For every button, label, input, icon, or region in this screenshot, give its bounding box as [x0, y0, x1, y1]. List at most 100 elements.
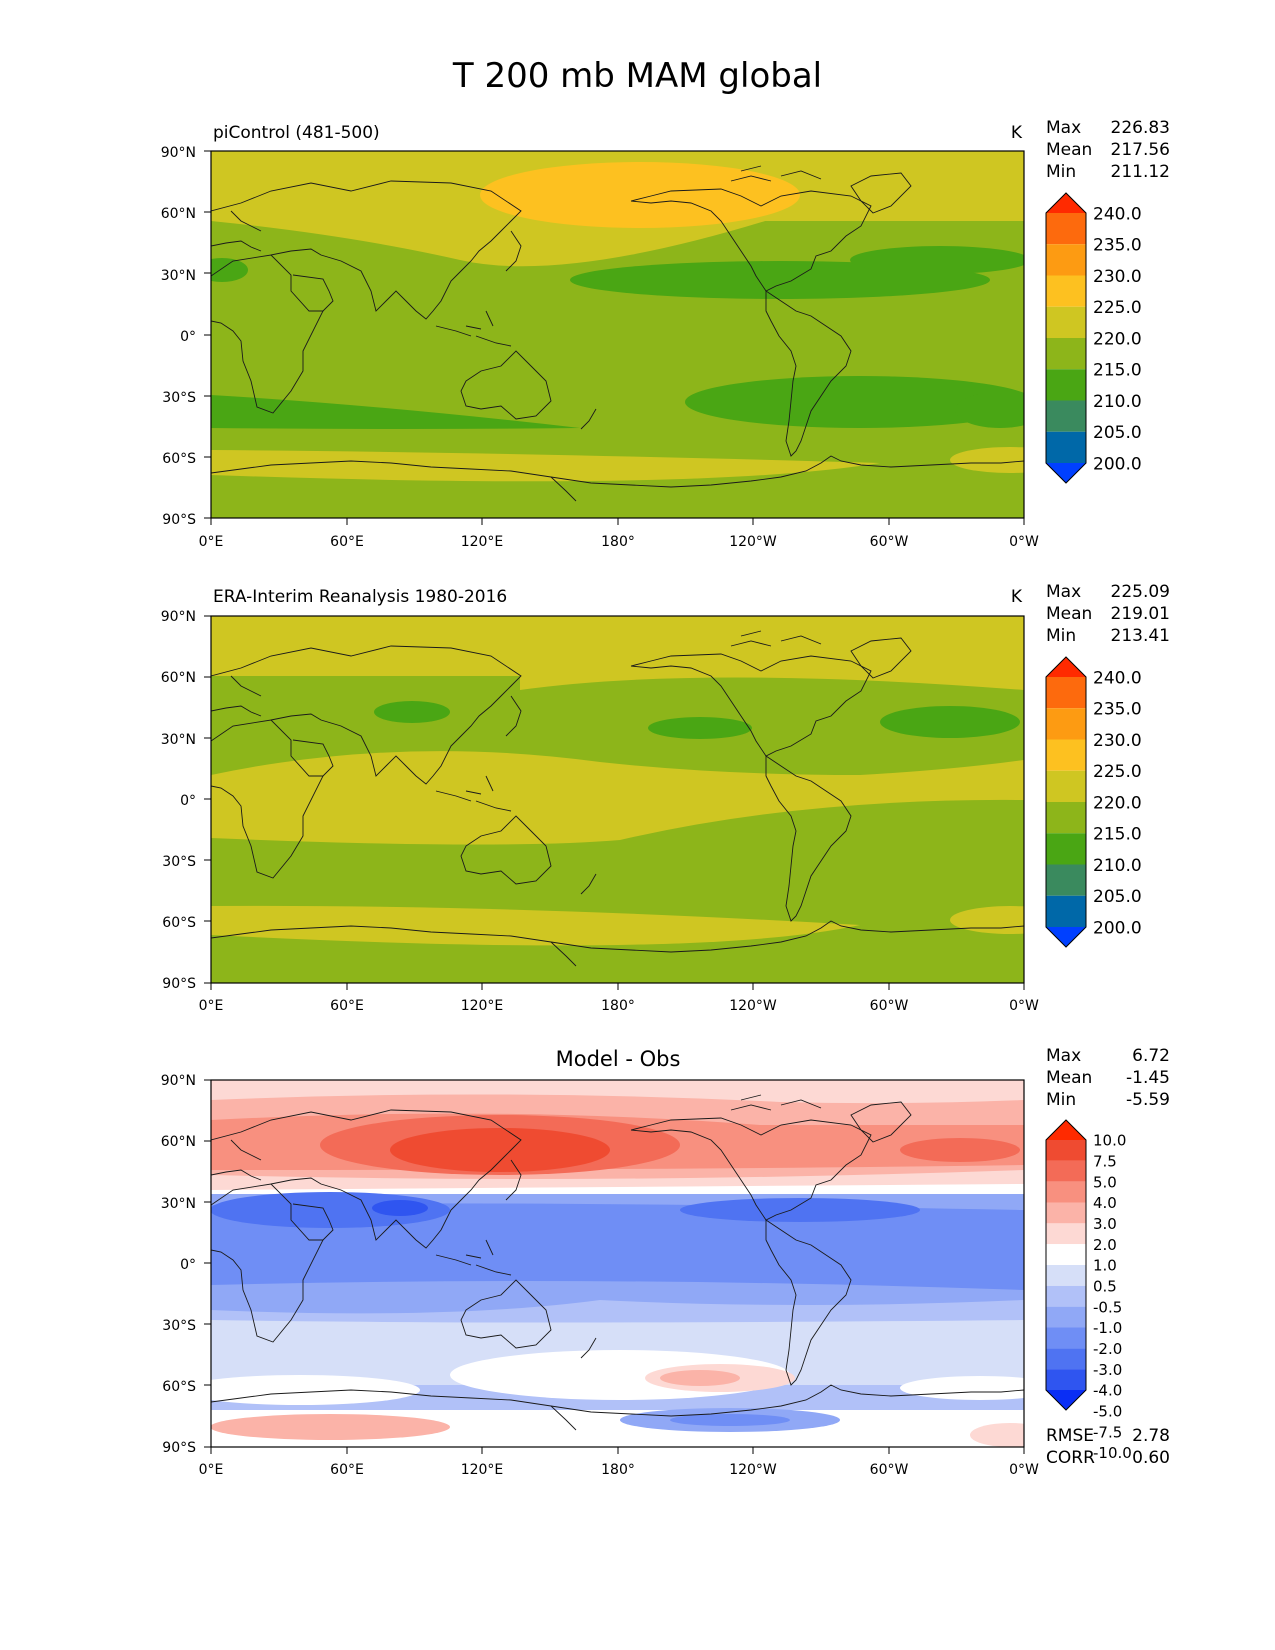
- stat-mean-label: Mean: [1046, 140, 1092, 160]
- panel-3-x-ticks: 0°E 60°E 120°E 180° 120°W 60°W 0°W: [199, 1462, 1039, 1478]
- rmse-value: 2.78: [1132, 1426, 1170, 1446]
- y-tick: 60°N: [161, 670, 196, 686]
- y-tick: 0°: [180, 793, 196, 809]
- x-tick: 120°E: [461, 998, 504, 1014]
- colorbar-swatch: [1046, 400, 1086, 432]
- panel-1-title: piControl (481-500): [213, 123, 380, 143]
- y-tick: 60°N: [161, 206, 196, 222]
- colorbar-label: 200.0: [1093, 454, 1142, 474]
- y-tick: 90°N: [161, 145, 196, 161]
- x-tick: 60°W: [870, 998, 909, 1014]
- y-tick: 30°S: [162, 1318, 196, 1334]
- colorbar-label: 230.0: [1093, 731, 1142, 751]
- stat-max-label: Max: [1046, 1046, 1081, 1066]
- colorbar-label: 225.0: [1093, 762, 1142, 782]
- colorbar-label: 210.0: [1093, 856, 1142, 876]
- y-tick: 0°: [180, 329, 196, 345]
- stat-max-value: 225.09: [1111, 582, 1170, 602]
- colorbar-label: 225.0: [1093, 298, 1142, 318]
- colorbar-outline: [1045, 1119, 1087, 1411]
- colorbar-label: 210.0: [1093, 392, 1142, 412]
- y-tick: 30°S: [162, 854, 196, 870]
- colorbar-label: 215.0: [1093, 825, 1142, 845]
- stat-mean-value: 219.01: [1111, 604, 1170, 624]
- colorbar-label: 2.0: [1093, 1236, 1117, 1254]
- colorbar-swatch: [1046, 1327, 1086, 1349]
- stat-max-value: 6.72: [1132, 1046, 1170, 1066]
- x-tick: 60°W: [870, 534, 909, 550]
- x-tick: 0°W: [1009, 534, 1039, 550]
- stat-mean-value: 217.56: [1111, 140, 1170, 160]
- colorbar-label: 1.0: [1093, 1257, 1117, 1275]
- x-tick: 0°E: [199, 1462, 224, 1478]
- colorbar-swatch: [1046, 369, 1086, 401]
- colorbar-swatch: [1046, 1202, 1086, 1224]
- x-tick: 120°E: [461, 534, 504, 550]
- corr-value: 0.60: [1132, 1448, 1170, 1468]
- colorbar-swatch: [1046, 244, 1086, 276]
- panel-2: ERA-Interim Reanalysis 1980-2016 K 90°N …: [161, 582, 1170, 1014]
- stat-max-label: Max: [1046, 582, 1081, 602]
- stat-max-value: 226.83: [1111, 118, 1170, 138]
- colorbar-swatch: [1046, 895, 1086, 927]
- panel-1-units: K: [1011, 123, 1023, 143]
- stat-mean-label: Mean: [1046, 1068, 1092, 1088]
- colorbar-swatch: [1046, 1265, 1086, 1286]
- stat-min-label: Min: [1046, 626, 1076, 646]
- colorbar-label: 7.5: [1093, 1153, 1117, 1171]
- y-tick: 60°S: [162, 1379, 196, 1395]
- colorbar-label: 200.0: [1093, 918, 1142, 938]
- colorbar-label: 0.5: [1093, 1278, 1117, 1296]
- panel-2-y-ticks: 90°N 60°N 30°N 0° 30°S 60°S 90°S: [161, 609, 196, 992]
- stat-min-value: 211.12: [1111, 162, 1170, 182]
- colorbar-label: 5.0: [1093, 1173, 1117, 1191]
- x-tick: 60°E: [330, 1462, 364, 1478]
- stat-min-label: Min: [1046, 1090, 1076, 1110]
- colorbar-label: 220.0: [1093, 329, 1142, 349]
- panel-3-colorbar: 10.0 7.5 5.0 4.0 3.0 2.0 1.0 0.5 -0.5 -1.0 -2.0 -3.…: [1045, 1119, 1132, 1462]
- y-tick: 30°N: [161, 1196, 196, 1212]
- panel-3-title: Model - Obs: [556, 1047, 681, 1071]
- colorbar-outline: [1045, 192, 1087, 484]
- colorbar-swatch: [1046, 1369, 1086, 1390]
- x-tick: 120°W: [729, 998, 777, 1014]
- panel-1-x-ticks: 0°E 60°E 120°E 180° 120°W 60°W 0°W: [199, 534, 1039, 550]
- panel-3-metrics: RMSE 2.78 CORR 0.60: [1046, 1426, 1170, 1468]
- colorbar-swatch: [1046, 1120, 1086, 1140]
- y-tick: 60°S: [162, 451, 196, 467]
- colorbar-swatch: [1046, 1181, 1086, 1203]
- x-tick: 0°E: [199, 534, 224, 550]
- x-tick: 60°E: [330, 534, 364, 550]
- y-tick: 90°S: [162, 1440, 196, 1456]
- colorbar-swatch: [1046, 463, 1086, 483]
- colorbar-label: -0.5: [1093, 1298, 1122, 1316]
- panel-1-y-ticks: 90°N 60°N 30°N 0° 30°S 60°S 90°S: [161, 145, 196, 528]
- stat-max-label: Max: [1046, 118, 1081, 138]
- panel-1-map: [211, 151, 1024, 518]
- colorbar-swatch: [1046, 213, 1086, 245]
- x-tick: 0°W: [1009, 1462, 1039, 1478]
- panel-2-map: [211, 616, 1024, 983]
- colorbar-label: -1.0: [1093, 1319, 1122, 1337]
- stat-mean-label: Mean: [1046, 604, 1092, 624]
- colorbar-outline: [1045, 656, 1087, 948]
- colorbar-label: -4.0: [1093, 1382, 1122, 1400]
- x-tick: 0°E: [199, 998, 224, 1014]
- colorbar-swatch: [1046, 770, 1086, 802]
- x-tick: 0°W: [1009, 998, 1039, 1014]
- colorbar-label: 215.0: [1093, 361, 1142, 381]
- rmse-label: RMSE: [1046, 1426, 1094, 1446]
- panel-2-units: K: [1011, 587, 1023, 607]
- colorbar-label: -2.0: [1093, 1340, 1122, 1358]
- panel-2-stats: Max 225.09 Mean 219.01 Min 213.41: [1046, 582, 1170, 646]
- y-tick: 90°S: [162, 976, 196, 992]
- colorbar-swatch: [1046, 677, 1086, 709]
- stat-min-label: Min: [1046, 162, 1076, 182]
- colorbar-swatch: [1046, 338, 1086, 370]
- colorbar-label: -5.0: [1093, 1403, 1122, 1421]
- colorbar-swatch: [1046, 657, 1086, 677]
- panel-3: Model - Obs: [161, 1046, 1170, 1478]
- y-tick: 60°S: [162, 915, 196, 931]
- x-tick: 180°: [601, 998, 635, 1014]
- colorbar-label: -3.0: [1093, 1361, 1122, 1379]
